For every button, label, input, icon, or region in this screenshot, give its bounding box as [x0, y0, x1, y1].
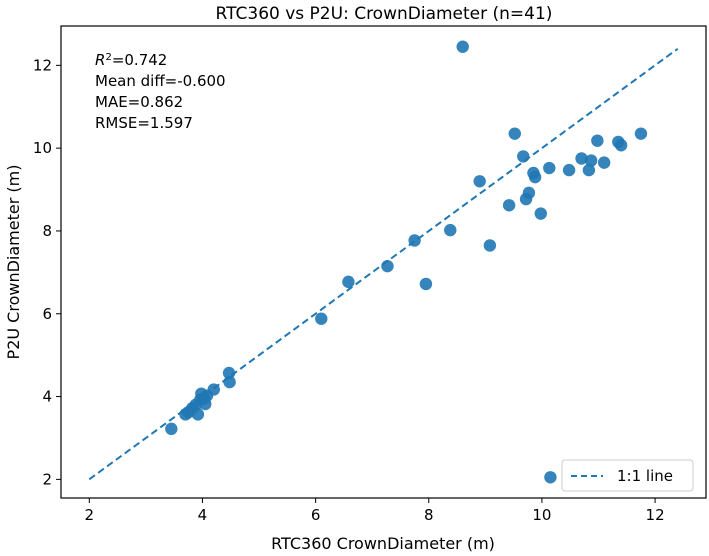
- y-tick-label: 2: [42, 470, 52, 488]
- data-point-34: [562, 163, 576, 177]
- data-point-39: [597, 156, 611, 169]
- y-tick-label: 12: [33, 56, 52, 74]
- x-tick-label: 4: [198, 506, 208, 524]
- data-point-37: [584, 154, 598, 167]
- data-point-36: [582, 163, 596, 177]
- data-point-20: [444, 223, 457, 237]
- x-axis-label: RTC360 CrownDiameter (m): [271, 534, 495, 553]
- data-point-38: [591, 134, 604, 147]
- x-tick-label: 8: [424, 506, 434, 524]
- plot-frame: [60, 25, 707, 499]
- stat-rmse: RMSE=1.597: [95, 114, 193, 132]
- y-tick-label: 4: [42, 388, 52, 406]
- r-superscript: 2: [105, 52, 111, 63]
- r-squared-value: =0.742: [112, 51, 168, 69]
- chart-title: RTC360 vs P2U: CrownDiameter (n=41): [216, 4, 553, 24]
- data-point-19: [419, 277, 433, 291]
- x-tick-label: 12: [646, 506, 665, 524]
- stat-mae: MAE=0.862: [95, 93, 183, 111]
- identity-line: [88, 47, 679, 481]
- data-point-41: [614, 139, 628, 152]
- data-point-31: [534, 207, 547, 220]
- data-point-25: [508, 127, 521, 140]
- data-point-14: [223, 375, 236, 389]
- data-point-1: [165, 422, 178, 436]
- stat-r-squared: R2=0.742: [95, 51, 167, 69]
- data-point-23: [483, 239, 497, 252]
- data-point-15: [315, 312, 328, 325]
- data-point-30: [528, 170, 542, 184]
- y-tick-label: 10: [33, 139, 52, 157]
- data-point-6: [191, 408, 205, 421]
- data-point-24: [502, 199, 516, 212]
- legend: 1:1 line: [561, 459, 694, 492]
- data-point-28: [522, 186, 536, 200]
- x-tick-label: 2: [85, 506, 95, 524]
- plot-data-layer: [88, 40, 679, 484]
- data-point-32: [543, 161, 556, 175]
- data-point-16: [342, 275, 355, 289]
- data-point-33: [544, 471, 557, 484]
- data-point-35: [575, 152, 588, 165]
- legend-box: [561, 459, 694, 492]
- data-point-42: [634, 127, 648, 140]
- stat-mean-diff: Mean diff=-0.600: [95, 72, 226, 90]
- x-axis-ticks: 2 4 6 8 10 12: [85, 498, 665, 524]
- stats-annotation: R2=0.742 Mean diff=-0.600 MAE=0.862 RMSE…: [95, 51, 226, 132]
- y-tick-label: 8: [42, 222, 52, 240]
- x-tick-label: 10: [532, 506, 551, 524]
- r-symbol: R: [95, 51, 105, 69]
- data-point-21: [456, 40, 469, 53]
- y-axis-label: P2U CrownDiameter (m): [4, 165, 23, 360]
- y-tick-label: 6: [42, 305, 52, 323]
- x-tick-label: 6: [311, 506, 321, 524]
- data-point-26: [517, 150, 530, 163]
- data-point-22: [473, 175, 486, 188]
- legend-label: 1:1 line: [617, 467, 673, 485]
- y-axis-ticks: 2 4 6 8 10 12: [33, 56, 61, 488]
